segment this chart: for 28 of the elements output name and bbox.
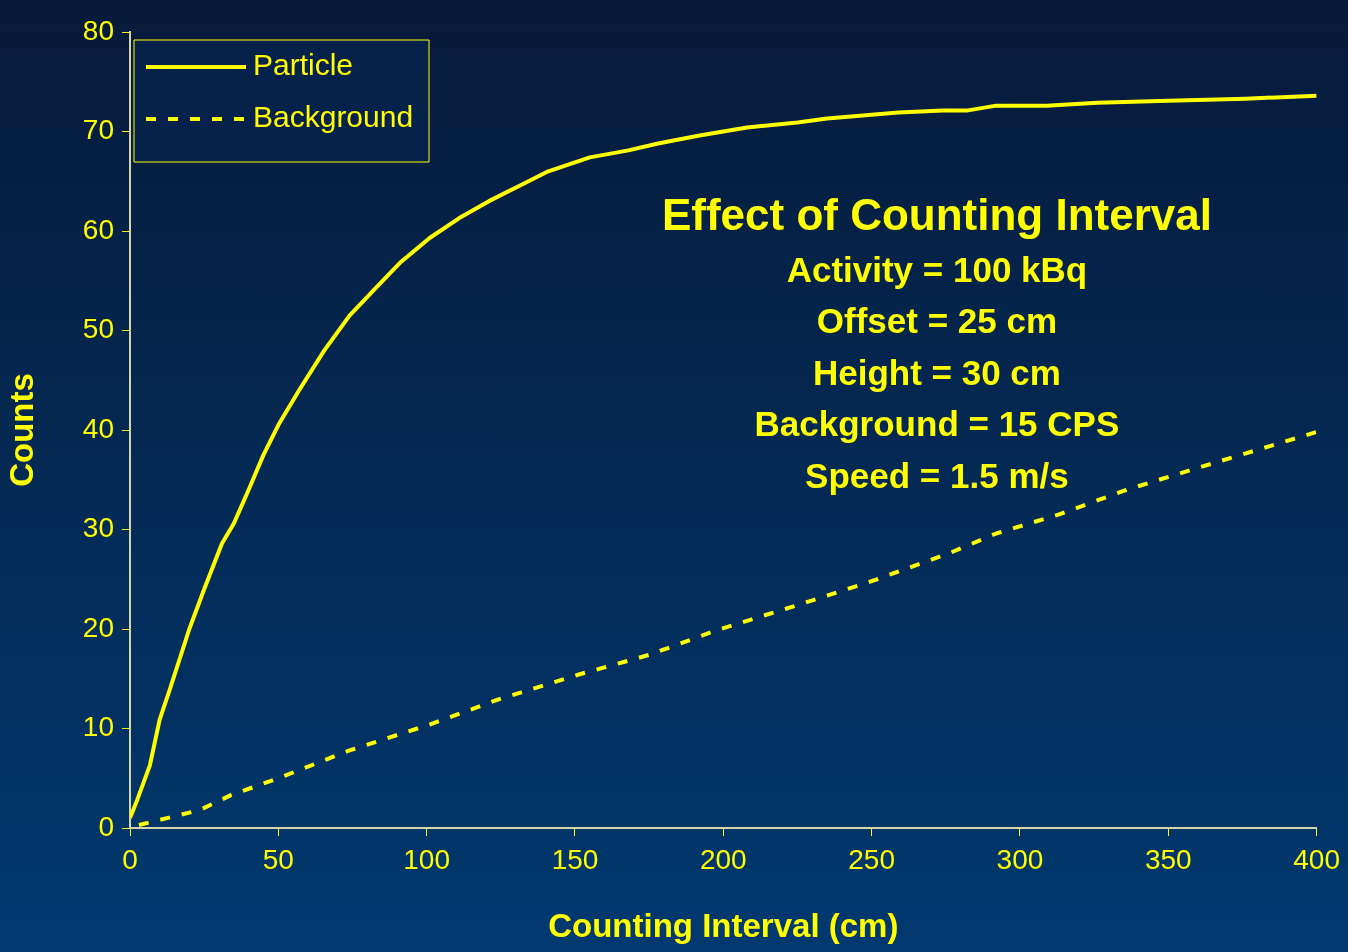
annotation: Speed = 1.5 m/s (805, 455, 1069, 495)
y-axis-title: Counts (2, 373, 40, 487)
legend-label: Particle (253, 48, 354, 82)
annotation: Activity = 100 kBq (786, 249, 1088, 289)
x-tick-label: 150 (551, 843, 599, 875)
y-tick-label: 40 (82, 412, 114, 444)
y-tick-label: 20 (82, 611, 114, 643)
x-tick-label: 200 (699, 843, 747, 875)
x-tick-label: 350 (1144, 843, 1192, 875)
x-tick-label: 250 (848, 843, 896, 875)
text: Effect of Counting Interval (661, 190, 1212, 240)
x-axis-title: Counting Interval (cm) (548, 907, 899, 945)
y-tick-label: 50 (82, 313, 114, 345)
x-tick-label: 400 (1293, 843, 1340, 875)
y-tick-label: 60 (82, 213, 114, 245)
y-tick-label: 80 (82, 14, 114, 46)
annotation: Height = 30 cm (812, 352, 1061, 392)
x-tick-label: 100 (403, 843, 451, 875)
annotation: Background = 15 CPS (754, 404, 1120, 444)
x-tick-label: 0 (122, 843, 138, 875)
y-tick-label: 30 (82, 512, 114, 544)
x-tick-label: 50 (262, 843, 294, 875)
y-tick-label: 0 (98, 810, 114, 842)
x-tick-label: 300 (996, 843, 1044, 875)
y-tick-label: 10 (82, 711, 114, 743)
annotation: Offset = 25 cm (816, 301, 1058, 341)
legend-label: Background (253, 100, 414, 134)
y-tick-label: 70 (82, 114, 114, 146)
